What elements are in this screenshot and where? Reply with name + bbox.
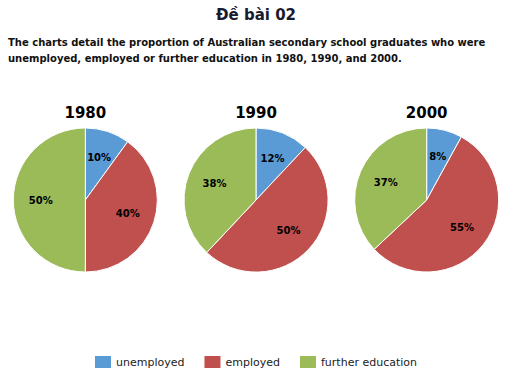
legend-item: further education bbox=[300, 356, 417, 369]
pie-slice bbox=[355, 128, 427, 249]
data-label: 38% bbox=[203, 178, 227, 189]
data-label: 50% bbox=[277, 225, 301, 236]
pie-group: 1990 12% 50% 38% bbox=[184, 104, 328, 272]
slices bbox=[184, 128, 328, 272]
annotation: unemployed, employed or further educatio… bbox=[8, 53, 402, 64]
data-label: 12% bbox=[260, 153, 284, 164]
legend-swatch bbox=[300, 356, 316, 368]
data-labels: 12% 50% 38% bbox=[203, 153, 301, 236]
data-label: 50% bbox=[29, 195, 53, 206]
pie-slice bbox=[184, 128, 256, 252]
annotation: The charts detail the proportion of Aust… bbox=[8, 37, 486, 48]
pie-title: 1980 bbox=[64, 104, 106, 122]
slices bbox=[355, 128, 499, 272]
slices bbox=[13, 128, 157, 272]
data-label: 10% bbox=[87, 152, 111, 163]
legend-swatch bbox=[204, 356, 220, 368]
legend-label: unemployed bbox=[116, 356, 184, 369]
pie-title: 1990 bbox=[235, 104, 277, 122]
pie-slice bbox=[13, 128, 85, 272]
data-label: 40% bbox=[116, 208, 140, 219]
legend-item: unemployed bbox=[95, 356, 184, 369]
pie-group: 1980 10% 40% 50% bbox=[13, 104, 157, 272]
legend-item: employed bbox=[204, 356, 280, 369]
data-labels: 8% 55% 37% bbox=[374, 151, 474, 233]
legend-swatch bbox=[95, 356, 111, 368]
legend-label: further education bbox=[321, 356, 417, 369]
data-label: 8% bbox=[429, 151, 446, 162]
data-labels: 10% 40% 50% bbox=[29, 152, 140, 219]
pie-title: 2000 bbox=[406, 104, 448, 122]
legend-label: employed bbox=[225, 356, 280, 369]
chart-svg: Đề bài 02 The charts detail the proportio… bbox=[0, 0, 512, 384]
pie-group: 2000 8% 55% 37% bbox=[355, 104, 499, 272]
title: Đề bài 02 bbox=[216, 5, 296, 24]
pie-slice bbox=[85, 142, 157, 272]
legend: unemployed employed further education bbox=[95, 356, 417, 369]
chart-container: Đề bài 02 The charts detail the proportio… bbox=[0, 0, 512, 384]
data-label: 37% bbox=[374, 177, 398, 188]
data-label: 55% bbox=[450, 222, 474, 233]
